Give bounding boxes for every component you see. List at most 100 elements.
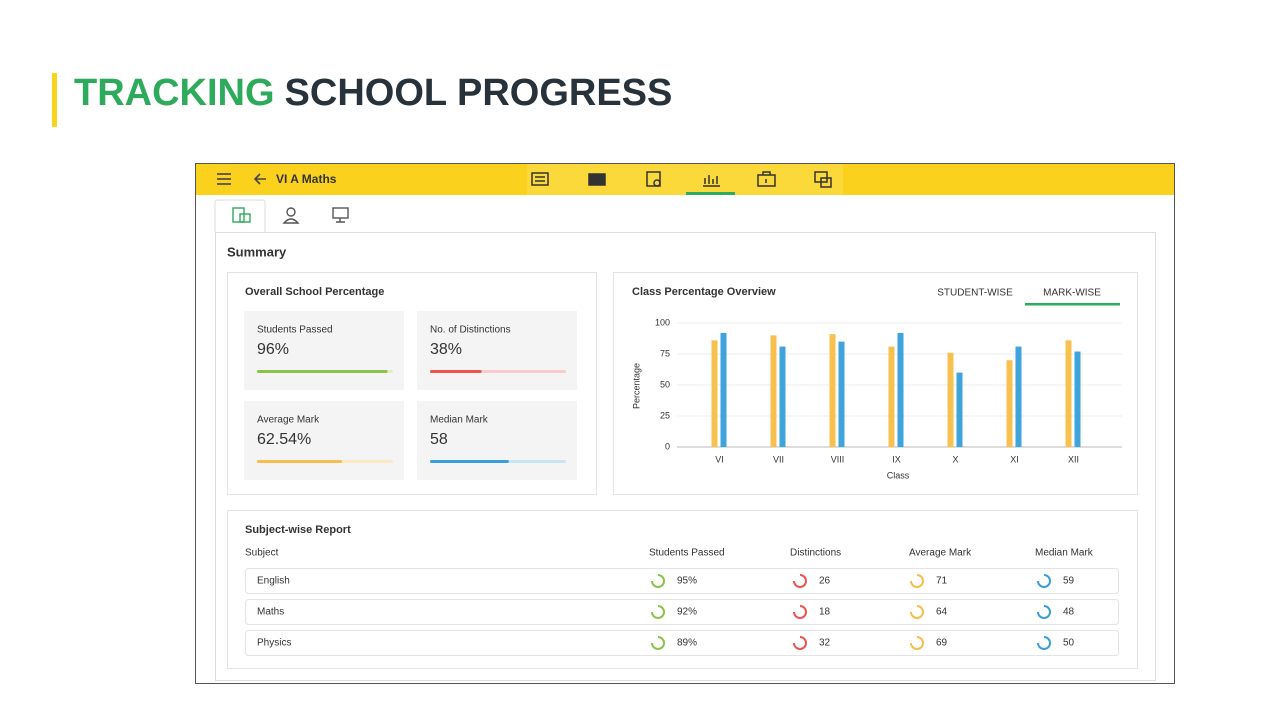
status-ring: [651, 605, 665, 619]
bar: [720, 332, 727, 447]
report-cell: 89%: [677, 638, 697, 649]
report-cell: 50: [1063, 638, 1075, 649]
stat-value: 38%: [430, 341, 462, 358]
column-header: Median Mark: [1035, 548, 1094, 559]
stat-label: No. of Distinctions: [430, 325, 511, 336]
nav-icons[interactable]: [531, 171, 832, 188]
status-ring: [651, 574, 665, 588]
column-header: Average Mark: [909, 548, 972, 559]
report-cell: 32: [819, 638, 831, 649]
stat-tile: [244, 401, 404, 480]
bar: [711, 340, 718, 447]
x-tick-label: VII: [773, 454, 784, 464]
bar: [779, 346, 786, 447]
stat-label: Average Mark: [257, 415, 320, 426]
active-nav: [686, 192, 735, 195]
x-tick-label: X: [952, 454, 958, 464]
x-tick-label: VIII: [831, 454, 845, 464]
accent-bar: [52, 73, 57, 127]
report-cell: Physics: [257, 638, 291, 649]
status-ring: [793, 574, 807, 588]
y-tick-label: 75: [660, 348, 670, 358]
title-accent: TRACKING: [74, 72, 275, 114]
title-rest: SCHOOL PROGRESS: [285, 72, 673, 114]
report-row: [245, 568, 1119, 594]
y-axis-label: Percentage: [631, 363, 641, 409]
column-header: Students Passed: [649, 548, 725, 559]
x-tick-label: XI: [1010, 454, 1019, 464]
chart-tab[interactable]: MARK-WISE: [1043, 288, 1101, 299]
bar: [1074, 351, 1081, 447]
bar: [956, 372, 963, 447]
stat-tile: [417, 401, 577, 480]
y-tick-label: 100: [655, 317, 670, 327]
toolbar-title: VI A Maths: [276, 172, 337, 186]
chart-card: [613, 272, 1138, 495]
stat-tile: [417, 311, 577, 390]
stat-value: 58: [430, 431, 448, 448]
tab-icon-summary[interactable]: [232, 207, 251, 223]
bar: [838, 341, 845, 447]
report-cell: English: [257, 576, 290, 587]
tab-icons[interactable]: [282, 207, 349, 224]
report-cell: 48: [1063, 607, 1075, 618]
bar: [888, 346, 895, 447]
x-tick-label: IX: [892, 454, 901, 464]
report-cell: 26: [819, 576, 831, 587]
progress-bar: [257, 370, 388, 373]
status-ring: [1037, 636, 1051, 650]
status-ring: [910, 574, 924, 588]
status-ring: [793, 636, 807, 650]
toolbar-icons: [527, 164, 843, 195]
x-axis-label: Class: [887, 470, 910, 480]
y-tick-label: 25: [660, 410, 670, 420]
chart-tab-underline: [1025, 303, 1120, 306]
bar: [1065, 340, 1072, 447]
y-tick-label: 50: [660, 379, 670, 389]
bar: [770, 335, 777, 447]
bar: [1015, 346, 1022, 447]
stat-label: Median Mark: [430, 415, 489, 426]
back-icon[interactable]: [253, 173, 266, 185]
report-cell: 64: [936, 607, 948, 618]
report-title: Subject-wise Report: [245, 524, 351, 536]
bar: [1006, 360, 1013, 447]
stat-label: Students Passed: [257, 325, 333, 336]
report-row: [245, 630, 1119, 656]
progress-bar: [430, 460, 509, 463]
report-cell: 71: [936, 576, 948, 587]
status-ring: [910, 636, 924, 650]
chart-tab[interactable]: STUDENT-WISE: [937, 288, 1013, 299]
report-cell: Maths: [257, 607, 284, 618]
status-ring: [910, 605, 924, 619]
x-tick-label: VI: [715, 454, 724, 464]
overall-title: Overall School Percentage: [245, 286, 384, 298]
bar: [897, 332, 904, 447]
summary-title: Summary: [227, 244, 287, 259]
progress-bar: [257, 460, 343, 463]
report-cell: 59: [1063, 576, 1075, 587]
x-tick-label: XII: [1068, 454, 1079, 464]
report-cell: 69: [936, 638, 948, 649]
status-ring: [1037, 574, 1051, 588]
status-ring: [1037, 605, 1051, 619]
chart-title: Class Percentage Overview: [632, 286, 776, 298]
status-ring: [793, 605, 807, 619]
page-title: TRACKING SCHOOL PROGRESS: [74, 72, 672, 114]
bar: [947, 352, 954, 447]
stat-tile: [244, 311, 404, 390]
stat-value: 96%: [257, 341, 289, 358]
column-header: Distinctions: [790, 548, 841, 559]
report-cell: 95%: [677, 576, 697, 587]
report-cell: 18: [819, 607, 831, 618]
report-cell: 92%: [677, 607, 697, 618]
progress-bar: [430, 370, 482, 373]
status-ring: [651, 636, 665, 650]
report-row: [245, 599, 1119, 625]
column-header: Subject: [245, 548, 279, 559]
stat-value: 62.54%: [257, 431, 311, 448]
bar: [829, 334, 836, 447]
menu-icon[interactable]: [217, 173, 231, 185]
y-tick-label: 0: [665, 441, 670, 451]
